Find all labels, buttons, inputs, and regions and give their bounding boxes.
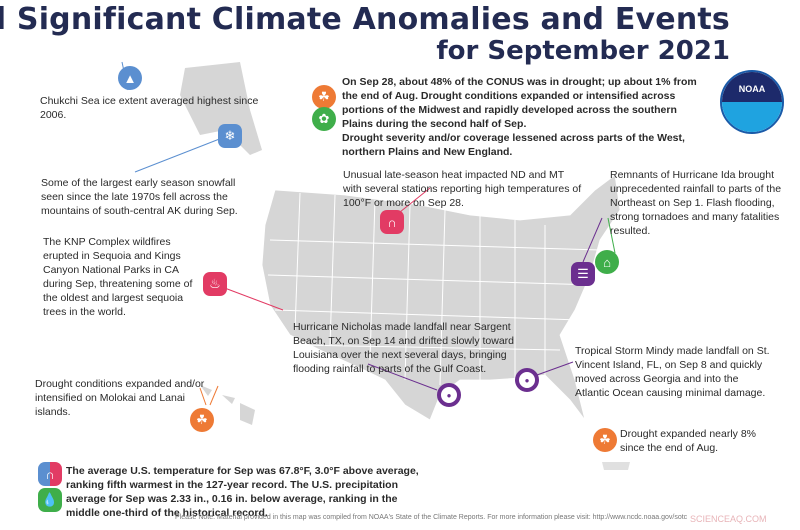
puerto-rico-shape [602, 462, 630, 470]
drought-lessened-text: Drought severity and/or coverage lessene… [342, 132, 685, 158]
drought-improve-icon: ✿ [312, 107, 336, 131]
conus-shape [261, 174, 621, 421]
footer-note: Please Note: Material provided in this m… [175, 514, 688, 521]
chukchi-text: Chukchi Sea ice extent averaged highest … [40, 95, 259, 121]
national-summary: The average U.S. temperature for Sep was… [66, 465, 419, 519]
pr-text: Drought expanded nearly 8% since the end… [620, 428, 757, 454]
hawaii-drought-icon: ☘ [190, 408, 214, 432]
hawaii-shape [200, 385, 255, 425]
logo-sea [722, 102, 782, 132]
thermometer-icon: ∩ [380, 210, 404, 234]
page-title: U.S. Selected Significant Climate Anomal… [0, 2, 730, 37]
heat-text: Unusual late-season heat impacted ND and… [343, 169, 582, 209]
drought-conus-text: On Sep 28, about 48% of the CONUS was in… [342, 76, 697, 130]
ak-snow-text: Some of the largest early season snowfal… [41, 177, 238, 217]
mindy-text: Tropical Storm Mindy made landfall on St… [575, 345, 770, 399]
hawaii-text: Drought conditions expanded and/or inten… [35, 378, 205, 418]
hurricane-icon: ● [437, 383, 461, 407]
wildfire-icon: ♨ [203, 272, 227, 296]
ida-text: Remnants of Hurricane Ida brought unprec… [610, 169, 782, 237]
nicholas-text: Hurricane Nicholas made landfall near Sa… [293, 321, 515, 375]
tornado-icon: ☰ [571, 262, 595, 286]
drought-icon: ☘ [312, 85, 336, 109]
knp-fire-text: The KNP Complex wildfires erupted in Seq… [43, 236, 193, 318]
state-borders [267, 192, 601, 386]
sea-ice-icon: ▲ [118, 66, 142, 90]
watermark: SCIENCEAQ.COM [690, 514, 767, 524]
page-subtitle: for September 2021 [436, 36, 730, 66]
flood-icon: ⌂ [595, 250, 619, 274]
temperature-summary-icon: ∩ [38, 462, 62, 486]
logo-label: NOAA [738, 84, 766, 94]
pr-drought-icon: ☘ [593, 428, 617, 452]
tropical-storm-icon: ● [515, 368, 539, 392]
drought-conus-block: On Sep 28, about 48% of the CONUS was in… [342, 75, 702, 159]
snowflake-icon: ❄ [218, 124, 242, 148]
noaa-logo: NOAA [720, 70, 784, 134]
precipitation-summary-icon: 💧 [38, 488, 62, 512]
logo-sky [722, 72, 782, 102]
